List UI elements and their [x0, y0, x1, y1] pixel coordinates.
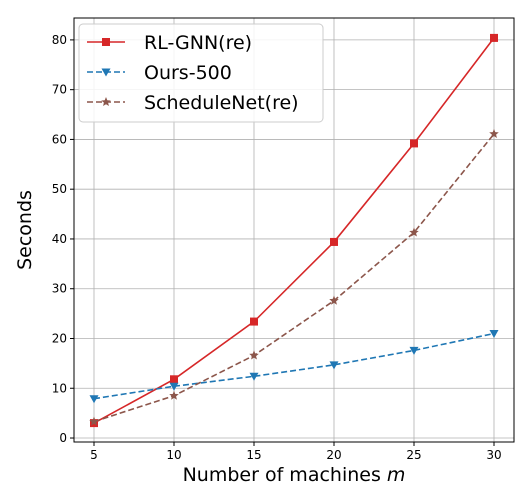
- legend-label-1: Ours-500: [144, 62, 232, 84]
- series-1-point-5: [489, 330, 499, 339]
- series-0-point-3: [330, 237, 338, 246]
- y-tick-label-7: 70: [52, 83, 67, 97]
- series-1-point-0: [89, 395, 99, 404]
- series-0-point-1: [170, 375, 178, 384]
- legend-marker-0: [102, 38, 110, 46]
- series-2-point-3: [329, 295, 339, 305]
- legend-marker-2: [101, 97, 111, 107]
- y-tick-label-2: 20: [52, 331, 67, 345]
- y-axis-label: Seconds: [14, 190, 36, 270]
- x-tick-label-1: 10: [166, 448, 181, 462]
- series-1-point-2: [249, 372, 259, 381]
- x-tick-label-4: 25: [406, 448, 421, 462]
- series-1-point-4: [409, 346, 419, 355]
- series-2-point-1: [169, 390, 179, 400]
- y-tick-label-3: 30: [52, 282, 67, 296]
- series-line-1: [93, 332, 495, 400]
- series-2: [89, 128, 499, 426]
- series-layer: [89, 33, 499, 428]
- series-2-point-5: [489, 128, 499, 138]
- series-0-point-4: [410, 139, 418, 148]
- legend-label-2: ScheduleNet(re): [144, 92, 299, 114]
- series-line-2: [93, 133, 495, 423]
- x-tick-label-0: 5: [90, 448, 98, 462]
- series-2-point-2: [249, 350, 259, 360]
- y-tick-label-8: 80: [52, 33, 67, 47]
- legend-marker-1: [101, 68, 111, 77]
- x-axis-label: Number of machines m: [183, 464, 406, 486]
- y-tick-label-5: 50: [52, 182, 67, 196]
- series-1-point-1: [169, 382, 179, 391]
- series-1: [89, 330, 499, 404]
- x-tick-label-3: 20: [326, 448, 341, 462]
- x-axis-label-var: m: [387, 464, 406, 486]
- legend-item-0: RL-GNN(re): [87, 32, 252, 54]
- series-line-0: [93, 37, 495, 424]
- y-tick-label-0: 0: [59, 431, 67, 445]
- series-1-point-3: [329, 361, 339, 370]
- y-tick-label-4: 40: [52, 232, 67, 246]
- x-axis-label-text: Number of machines: [183, 464, 381, 486]
- series-2-point-4: [409, 227, 419, 237]
- series-2-point-0: [89, 416, 99, 426]
- series-0-point-2: [250, 317, 258, 326]
- ticks: 5 10 15 20 25 30 0 10 20 30 40 50 60 70 80: [52, 33, 502, 462]
- y-tick-label-6: 60: [52, 132, 67, 146]
- legend-label-0: RL-GNN(re): [144, 32, 252, 54]
- plot-frame: [73, 17, 515, 443]
- legend-item-2: ScheduleNet(re): [87, 92, 299, 114]
- legend-item-1: Ours-500: [87, 62, 232, 84]
- x-tick-label-2: 15: [246, 448, 261, 462]
- x-tick-label-5: 30: [486, 448, 501, 462]
- series-0-point-5: [490, 33, 498, 42]
- y-tick-label-1: 10: [52, 381, 67, 395]
- legend-box: [78, 23, 324, 123]
- legend: RL-GNN(re) Ours-500 ScheduleNet(re): [78, 23, 324, 123]
